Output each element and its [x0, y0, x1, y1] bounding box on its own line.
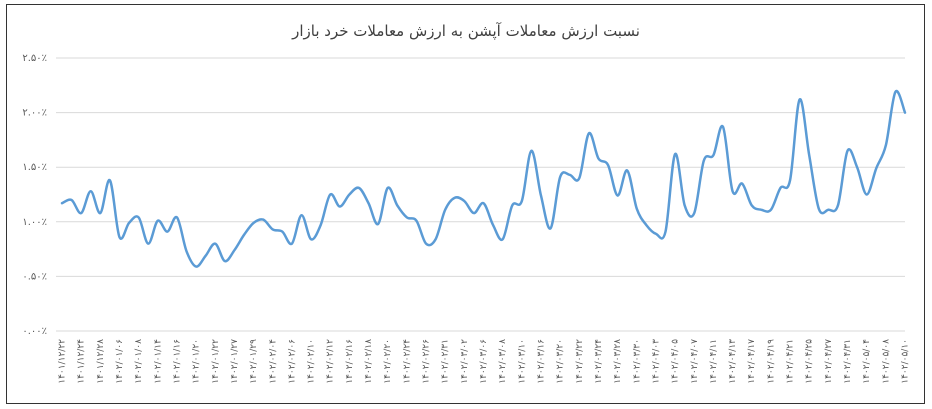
x-tick-label: ۱۴۰۱/۱۲/۲۸	[96, 339, 106, 384]
x-tick-label: ۱۴۰۲/۰۳/۱۶	[536, 339, 546, 384]
x-tick-label: ۱۴۰۲/۰۴/۳۱	[843, 339, 853, 384]
y-tick-label: ۰.۵۰٪	[22, 271, 47, 282]
x-tick-label: ۱۴۰۲/۰۲/۱۸	[364, 339, 374, 384]
x-tick-label: ۱۴۰۲/۰۵/۰۴	[862, 339, 872, 384]
x-tick-label: ۱۴۰۲/۰۵/۱۰	[901, 339, 911, 384]
x-tick-label: ۱۴۰۲/۰۴/۱۱	[709, 339, 719, 384]
x-tick-label: ۱۴۰۲/۰۱/۲۰	[192, 339, 202, 384]
x-tick-label: ۱۴۰۲/۰۳/۲۴	[594, 339, 604, 384]
x-tick-label: ۱۴۰۲/۰۱/۲۹	[249, 339, 259, 384]
x-tick-label: ۱۴۰۲/۰۲/۱۶	[345, 339, 355, 384]
x-tick-label: ۱۴۰۲/۰۴/۲۵	[805, 339, 815, 384]
y-tick-label: ۲.۵۰٪	[22, 53, 47, 64]
x-tick-label: ۱۴۰۲/۰۲/۲۶	[422, 339, 432, 384]
x-tick-label: ۱۴۰۲/۰۳/۲۰	[556, 339, 566, 384]
y-tick-label: ۱.۵۰٪	[22, 162, 47, 173]
y-tick-label: ۰.۰۰٪	[22, 326, 47, 337]
x-tick-label: ۱۴۰۲/۰۳/۳۰	[632, 339, 642, 384]
x-tick-label: ۱۴۰۲/۰۴/۲۱	[786, 339, 796, 384]
x-tick-label: ۱۴۰۲/۰۲/۱۲	[326, 339, 336, 384]
x-tick-label: ۱۴۰۲/۰۱/۲۲	[211, 339, 221, 384]
line	[60, 89, 907, 268]
x-tick-label: ۱۴۰۲/۰۱/۲۷	[230, 339, 240, 384]
chart-title: نسبت ارزش معاملات آپشن به ارزش معاملات خ…	[291, 22, 640, 41]
x-tick-label: ۱۴۰۲/۰۱/۰۸	[134, 339, 144, 384]
x-tick-label: ۱۴۰۲/۰۱/۱۶	[172, 339, 182, 384]
x-tick-label: ۱۴۰۲/۰۲/۰۶	[287, 339, 297, 384]
x-tick-label: ۱۴۰۲/۰۴/۱۹	[766, 339, 776, 384]
x-tick-label: ۱۴۰۱/۱۲/۲۲	[58, 339, 68, 384]
x-tick-label: ۱۴۰۲/۰۵/۰۸	[881, 339, 891, 384]
x-tick-label: ۱۴۰۲/۰۴/۰۵	[671, 339, 681, 384]
x-tick-label: ۱۴۰۲/۰۲/۳۱	[441, 339, 451, 384]
x-tick-label: ۱۴۰۲/۰۳/۲۸	[613, 339, 623, 384]
x-tick-label: ۱۴۰۲/۰۴/۱۳	[728, 339, 738, 384]
x-tick-label: ۱۴۰۲/۰۴/۰۳	[651, 339, 661, 384]
x-tick-label: ۱۴۰۱/۱۲/۲۴	[77, 339, 87, 384]
x-tick-label: ۱۴۰۲/۰۱/۰۶	[115, 339, 125, 384]
x-tick-label: ۱۴۰۲/۰۲/۲۰	[383, 339, 393, 384]
x-tick-label: ۱۴۰۲/۰۳/۰۶	[479, 339, 489, 384]
y-tick-label: ۲.۰۰٪	[22, 108, 47, 119]
x-tick-label: ۱۴۰۲/۰۱/۱۴	[153, 339, 163, 384]
x-tick-label: ۱۴۰۲/۰۳/۱۰	[517, 339, 527, 384]
x-tick-label: ۱۴۰۲/۰۴/۰۷	[690, 339, 700, 384]
x-tick-label: ۱۴۰۲/۰۳/۰۲	[460, 339, 470, 384]
x-tick-label: ۱۴۰۲/۰۴/۲۷	[824, 339, 834, 384]
x-tick-label: ۱۴۰۲/۰۳/۰۸	[498, 339, 508, 384]
x-tick-label: ۱۴۰۲/۰۴/۱۷	[747, 339, 757, 384]
x-tick-label: ۱۴۰۲/۰۳/۲۲	[575, 339, 585, 384]
x-tick-label: ۱۴۰۲/۰۲/۰۴	[268, 339, 278, 384]
x-tick-label: ۱۴۰۲/۰۲/۱۰	[307, 339, 317, 384]
x-tick-label: ۱۴۰۲/۰۲/۲۴	[402, 339, 412, 384]
y-tick-label: ۱.۰۰٪	[22, 217, 47, 228]
